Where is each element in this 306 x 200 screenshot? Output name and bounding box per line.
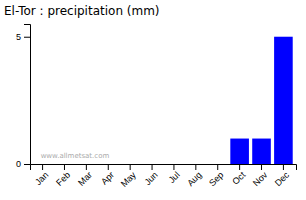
tick-label: Dec: [273, 169, 292, 188]
tick: Mar: [76, 164, 94, 188]
tick: Jun: [142, 164, 159, 187]
bar: [230, 139, 249, 164]
tick: Nov: [251, 164, 270, 188]
tick-label: Jan: [33, 170, 50, 187]
chart: JanFebMarAprMayJunJulAugSepOctNovDec05ww…: [0, 0, 306, 200]
bar: [208, 164, 227, 165]
tick: Oct: [230, 164, 247, 187]
tick-mark: [24, 164, 30, 165]
tick-label: Jun: [142, 170, 159, 187]
tick-label: Feb: [54, 170, 72, 188]
tick-mark: [42, 164, 43, 170]
tick-mark: [283, 164, 284, 170]
tick-mark: [24, 37, 30, 38]
x-axis: JanFebMar AprMayJun JulAugSep OctNovDec: [31, 164, 297, 189]
title: El-Tor : precipitation (mm): [4, 4, 160, 18]
y-axis: 05: [16, 25, 31, 170]
tick-label: Nov: [251, 169, 270, 188]
tick: Feb: [54, 164, 72, 188]
tick-mark: [261, 164, 262, 170]
tick: Apr: [99, 164, 116, 187]
tick-mark: [173, 164, 174, 170]
tick-mark: [64, 164, 65, 170]
tick: Aug: [185, 164, 203, 188]
bar: [143, 164, 162, 165]
tick-mark: [195, 164, 196, 170]
tick: Jul: [167, 164, 182, 185]
bar: [252, 139, 271, 164]
tick: Dec: [273, 164, 292, 188]
bar: [55, 164, 74, 165]
tick-mark: [152, 164, 153, 170]
bar: [274, 37, 293, 164]
bar: [33, 164, 52, 165]
tick-label: 0: [16, 159, 21, 169]
tick-mark: [130, 164, 131, 170]
axis-line: [24, 25, 31, 165]
tick: Sep: [207, 164, 225, 188]
bar: [121, 164, 140, 165]
tick: May: [119, 164, 138, 189]
tick-mark: [239, 164, 240, 170]
bar: [165, 164, 184, 165]
tick: 5: [16, 32, 30, 42]
annotation: www.allmetsat.com: [41, 152, 110, 160]
tick-label: Sep: [207, 170, 225, 188]
tick-mark: [86, 164, 87, 170]
tick: 0: [16, 159, 30, 169]
tick-mark: [108, 164, 109, 170]
tick-label: Mar: [76, 170, 94, 188]
bar: [187, 164, 206, 165]
tick-label: Aug: [185, 170, 203, 188]
axis-line: [31, 165, 297, 171]
tick-label: Oct: [230, 169, 247, 186]
tick-label: Apr: [99, 170, 116, 187]
tick: Jan: [33, 164, 50, 187]
tick-label: Jul: [167, 170, 182, 185]
bar: [99, 164, 118, 165]
tick-mark: [217, 164, 218, 170]
plot: JanFebMarAprMayJunJulAugSepOctNovDec05ww…: [16, 25, 297, 189]
bar: [77, 164, 96, 165]
bars: [230, 37, 292, 164]
tick-label: 5: [16, 32, 21, 42]
tick-label: May: [119, 169, 138, 188]
